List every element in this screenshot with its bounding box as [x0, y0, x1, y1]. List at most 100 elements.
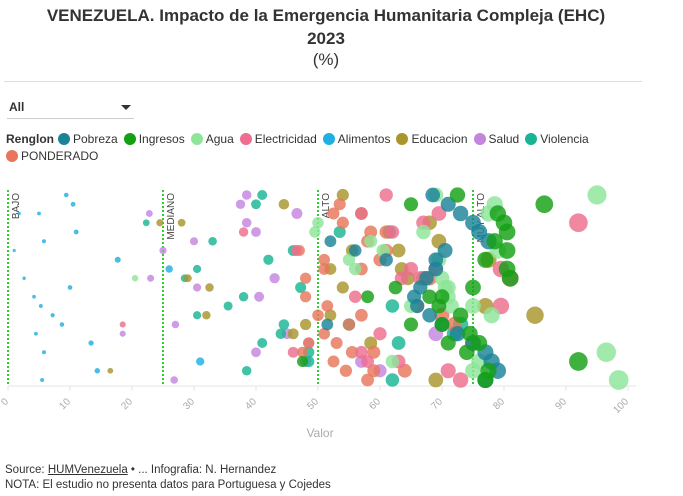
data-point-electricidad — [287, 346, 299, 358]
reference-line-label: MUY ALTO — [476, 193, 487, 243]
data-point-electricidad — [355, 345, 368, 359]
data-point-pobreza — [449, 326, 466, 342]
x-tick-label: 50 — [305, 396, 321, 412]
data-point-violencia — [223, 301, 233, 311]
data-point-ingresos — [486, 233, 503, 250]
data-point-violencia — [257, 338, 268, 348]
data-point-ingresos — [403, 197, 419, 212]
data-point-educacion — [156, 219, 164, 227]
x-tick-label: 90 — [553, 396, 569, 412]
data-point-agua — [348, 262, 362, 276]
data-point-educacion — [205, 283, 214, 292]
data-point-agua — [416, 224, 431, 240]
data-point-alimentos — [88, 340, 94, 346]
legend-item-electricidad[interactable]: Electricidad — [239, 131, 317, 148]
legend-label: Ingresos — [138, 132, 185, 146]
data-point-salud — [291, 208, 303, 219]
data-point-alimentos — [67, 285, 73, 290]
data-point-ponderado — [318, 327, 331, 340]
data-point-pobreza — [410, 298, 425, 314]
footer: Source: HUMVenezuela • ... Infografia: N… — [5, 463, 331, 493]
legend-item-educacion[interactable]: Educacion — [396, 131, 468, 148]
source-line: Source: HUMVenezuela • ... Infografia: N… — [5, 463, 331, 478]
data-point-pobreza — [422, 307, 437, 323]
data-point-electricidad — [379, 188, 393, 202]
data-point-violencia — [295, 281, 307, 294]
data-point-violencia — [193, 264, 202, 274]
data-point-ingresos — [403, 317, 419, 332]
data-point-ingresos — [388, 280, 403, 295]
data-point-ingresos — [431, 298, 447, 314]
data-point-ponderado — [312, 309, 324, 321]
chevron-down-icon — [121, 105, 131, 110]
legend-label: Educacion — [411, 132, 468, 146]
legend-item-alimentos[interactable]: Alimentos — [322, 131, 390, 148]
data-point-ponderado — [300, 272, 312, 284]
data-point-agua — [385, 354, 400, 369]
data-point-agua — [309, 226, 321, 238]
scatter-chart: 0 10 20 30 40 50 60 70 80 90 100 Valor BAJO MEDIANO AL… — [0, 185, 636, 440]
data-point-ingresos — [296, 355, 309, 368]
data-point-salud — [171, 320, 180, 329]
data-point-electricidad — [361, 355, 375, 368]
data-point-ponderado — [318, 253, 331, 266]
source-link[interactable]: HUMVenezuela — [47, 464, 128, 476]
legend-label: Agua — [205, 132, 234, 146]
data-point-electricidad — [355, 207, 368, 220]
data-point-pobreza — [440, 196, 456, 212]
reference-line-label: MEDIANO — [166, 193, 177, 240]
data-point-educacion — [202, 311, 211, 320]
filter-dropdown[interactable]: All — [7, 98, 134, 119]
data-point-salud — [189, 237, 199, 246]
data-point-violencia — [251, 199, 261, 210]
legend-swatch-icon — [123, 133, 136, 145]
legend-item-salud[interactable]: Salud — [473, 131, 520, 148]
data-point-agua — [364, 234, 378, 248]
data-point-alimentos — [17, 211, 21, 216]
data-point-ingresos — [535, 195, 554, 214]
filter-selected-value: All — [9, 100, 25, 114]
legend-swatch-icon — [322, 133, 335, 145]
data-point-educacion — [336, 281, 349, 294]
data-point-ingresos — [440, 335, 456, 351]
data-point-alimentos — [12, 248, 16, 253]
data-point-salud — [147, 274, 155, 282]
data-point-violencia — [385, 373, 400, 387]
legend-label: Salud — [488, 132, 520, 146]
data-point-violencia — [208, 236, 217, 246]
legend-label: Violencia — [540, 132, 589, 146]
data-point-salud — [193, 283, 202, 292]
data-point-educacion — [107, 367, 114, 374]
data-point-ingresos — [452, 307, 469, 323]
data-point-alimentos — [34, 331, 38, 336]
data-point-agua — [465, 298, 481, 314]
chart-title: VENEZUELA. Impacto de la Emergencia Huma… — [0, 4, 652, 50]
legend-item-ponderado[interactable]: PONDERADO — [6, 148, 98, 165]
data-point-salud — [119, 330, 126, 337]
data-point-ingresos — [465, 279, 481, 296]
source-credit: • ... Infografia: N. Hernandez — [127, 464, 277, 476]
x-tick-label: 100 — [611, 396, 631, 416]
legend-item-violencia[interactable]: Violencia — [525, 131, 589, 148]
data-point-educacion — [278, 198, 290, 210]
legend-swatch-icon — [58, 133, 70, 145]
legend-item-pobreza[interactable]: Pobreza — [58, 131, 118, 148]
data-point-ponderado — [342, 318, 356, 331]
data-point-violencia — [275, 328, 287, 339]
data-point-electricidad — [238, 227, 249, 237]
legend-item-agua[interactable]: Agua — [190, 131, 234, 148]
data-point-alimentos — [32, 294, 36, 299]
data-point-pobreza — [425, 187, 441, 203]
data-point-ingresos — [498, 223, 516, 241]
data-point-salud — [241, 217, 252, 228]
data-point-agua — [587, 185, 607, 205]
data-point-violencia — [257, 190, 268, 200]
data-point-educacion — [177, 218, 186, 227]
legend-swatch-icon — [239, 133, 252, 145]
data-point-ponderado — [333, 198, 346, 211]
data-point-alimentos — [73, 229, 79, 235]
data-point-ingresos — [422, 289, 437, 305]
data-point-electricidad — [440, 363, 456, 379]
legend-item-ingresos[interactable]: Ingresos — [123, 131, 185, 148]
data-point-pobreza — [428, 261, 444, 277]
